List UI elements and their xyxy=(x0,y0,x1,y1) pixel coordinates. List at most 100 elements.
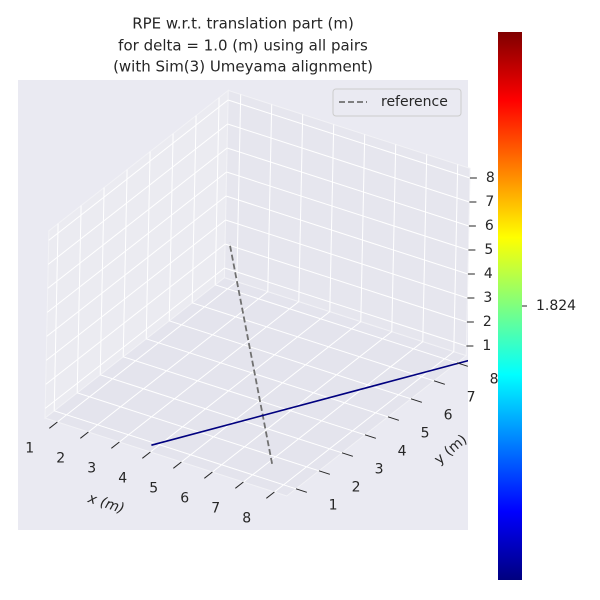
y-tick-label: 1 xyxy=(329,498,338,514)
legend-box xyxy=(332,88,462,117)
x-tick-label: 3 xyxy=(87,460,96,476)
y-tick xyxy=(364,434,377,439)
grid-line xyxy=(45,219,226,361)
chart-title: for delta = 1.0 (m) using all pairs xyxy=(118,37,368,55)
grid-line xyxy=(453,164,459,352)
z-tick-label: 8 xyxy=(486,170,495,186)
grid-line xyxy=(215,284,458,364)
grid-line xyxy=(227,99,471,179)
colorbar-scale xyxy=(498,32,522,580)
grid-line xyxy=(122,169,128,357)
x-tick xyxy=(80,431,89,439)
grid-line xyxy=(243,341,424,483)
grid-line xyxy=(145,151,151,339)
grid-line xyxy=(360,134,366,322)
grid-line xyxy=(422,154,428,342)
x-tick-label: 8 xyxy=(242,510,251,526)
z-tick-label: 7 xyxy=(485,194,494,210)
y-tick-label: 5 xyxy=(421,426,430,442)
panes xyxy=(43,89,471,497)
y-tick xyxy=(341,452,354,457)
grid-line xyxy=(298,114,304,302)
grid-line xyxy=(192,302,435,382)
x-tick xyxy=(49,421,58,429)
x-tick xyxy=(235,481,244,489)
chart-title: (with Sim(3) Umeyama alignment) xyxy=(113,58,373,76)
grid-line xyxy=(88,291,269,433)
plot-area xyxy=(151,242,468,464)
grid-line xyxy=(227,123,470,203)
grid-line xyxy=(225,195,469,275)
x-tick-label: 6 xyxy=(180,490,189,506)
chart-title: RPE w.r.t. translation part (m) xyxy=(132,15,354,33)
grid-line xyxy=(47,147,228,289)
grid-line xyxy=(45,243,226,385)
z-tick-label: 4 xyxy=(484,266,493,282)
grid-line xyxy=(274,351,455,493)
x-tick xyxy=(142,451,151,459)
y-tick-label: 7 xyxy=(467,390,476,406)
grid-line xyxy=(267,104,273,292)
grid-line xyxy=(214,97,220,285)
pane xyxy=(223,89,471,357)
z-tick-label: 1 xyxy=(482,338,491,354)
x-tick xyxy=(266,491,275,499)
z-tick-label: 5 xyxy=(484,242,493,258)
trajectory xyxy=(151,359,468,446)
y-tick-label: 6 xyxy=(444,408,453,424)
y-tick xyxy=(387,416,400,421)
grid-line xyxy=(236,94,242,282)
x-tick xyxy=(173,461,182,469)
grid-line xyxy=(100,374,343,454)
grid-line xyxy=(46,195,227,337)
y-tick xyxy=(318,470,331,475)
y-tick-label: 8 xyxy=(490,372,499,388)
z-tick-label: 3 xyxy=(483,290,492,306)
grid-line xyxy=(226,171,469,251)
grid-line xyxy=(76,205,82,393)
grid-line xyxy=(44,267,225,409)
z-tick-label: 2 xyxy=(483,314,492,330)
x-tick xyxy=(204,471,213,479)
y-tick xyxy=(295,488,308,493)
x-tick-label: 4 xyxy=(118,470,127,486)
grid-line xyxy=(150,311,331,453)
grid-line xyxy=(191,115,197,303)
x-tick-label: 5 xyxy=(149,480,158,496)
y-tick-label: 4 xyxy=(398,444,407,460)
x-tick xyxy=(111,441,120,449)
y-tick-label: 3 xyxy=(375,462,384,478)
grid-line xyxy=(46,171,227,313)
grid-line xyxy=(47,123,228,265)
grid-line xyxy=(146,338,389,418)
grid-line xyxy=(48,99,229,241)
colorbar-tick-label: 1.824 xyxy=(536,298,576,314)
grid-line xyxy=(54,410,297,490)
x-tick-label: 2 xyxy=(56,450,65,466)
grid-line xyxy=(329,124,335,312)
grid-line xyxy=(123,356,366,436)
trajectory xyxy=(228,242,273,464)
grid-line xyxy=(391,144,397,332)
grid-line xyxy=(57,281,238,423)
legend: reference xyxy=(332,88,462,117)
y-tick xyxy=(410,398,423,403)
grid-line xyxy=(224,243,468,323)
grid-line xyxy=(168,133,174,321)
grid-line xyxy=(225,219,468,299)
z-tick-label: 6 xyxy=(485,218,494,234)
grid-line xyxy=(77,392,320,472)
y-tick xyxy=(433,380,446,385)
y-tick xyxy=(456,362,469,367)
grid-line xyxy=(169,320,412,400)
grid-line xyxy=(53,223,59,411)
grid-line xyxy=(212,331,393,473)
y-tick-label: 2 xyxy=(352,480,361,496)
x-tick-label: 1 xyxy=(25,440,34,456)
x-tick-label: 7 xyxy=(211,500,220,516)
grid-line xyxy=(226,147,470,227)
grid-line xyxy=(224,267,467,347)
grid-line xyxy=(119,301,300,443)
grid-line xyxy=(99,187,105,375)
